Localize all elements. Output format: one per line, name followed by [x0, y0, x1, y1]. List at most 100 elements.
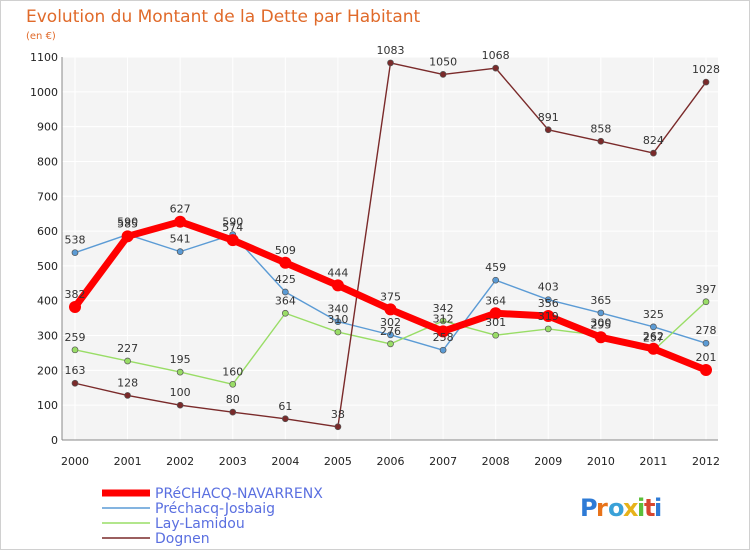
x-tick-label: 2010 — [587, 455, 615, 468]
data-label: 1068 — [482, 49, 510, 62]
y-tick-label: 800 — [37, 155, 58, 168]
data-point — [384, 303, 397, 316]
data-label: 278 — [696, 324, 717, 337]
data-label: 1028 — [692, 63, 720, 76]
data-label: 80 — [226, 393, 240, 406]
data-label: 364 — [275, 294, 296, 307]
data-point — [387, 59, 394, 67]
legend-label: Lay-Lamidou — [155, 516, 245, 532]
data-point — [334, 318, 342, 325]
data-point — [647, 342, 660, 355]
x-tick-label: 2001 — [114, 455, 142, 468]
data-label: 425 — [275, 273, 296, 286]
series-3 — [71, 59, 710, 431]
data-point — [174, 215, 187, 228]
x-tick-label: 2004 — [271, 455, 299, 468]
data-label: 38 — [331, 408, 345, 421]
x-tick-label: 2009 — [534, 455, 562, 468]
data-label: 382 — [65, 288, 86, 301]
data-point — [492, 276, 500, 284]
data-label: 375 — [380, 290, 401, 303]
y-tick-label: 1100 — [30, 51, 58, 64]
data-point — [439, 346, 447, 354]
y-tick-label: 500 — [37, 260, 58, 273]
data-point — [650, 323, 657, 331]
data-label: 319 — [538, 310, 559, 323]
data-point — [334, 423, 342, 431]
data-label: 538 — [65, 234, 86, 247]
logo-letter: r — [596, 494, 608, 522]
data-point — [594, 331, 607, 344]
data-point — [121, 230, 134, 243]
data-label: 227 — [117, 342, 138, 355]
labels-series-1: 538 590 541 590 425 340 302 258 459 403 365 325 278 — [65, 216, 717, 345]
data-point — [229, 408, 237, 416]
logo-letter: i — [654, 494, 662, 522]
data-label: 365 — [590, 294, 611, 307]
x-tick-label: 2002 — [166, 455, 194, 468]
data-label: 858 — [590, 122, 611, 135]
y-tick-label: 1000 — [30, 86, 58, 99]
data-label: 627 — [170, 203, 191, 216]
labels-series-2: 259 227 195 160 364 310 276 342 301 319 300 257 397 — [65, 283, 717, 379]
data-point — [700, 364, 712, 377]
data-point — [226, 234, 239, 247]
data-label: 1083 — [377, 44, 405, 57]
data-label: 585 — [117, 217, 138, 230]
x-tick-label: 2005 — [324, 455, 352, 468]
data-point — [439, 317, 447, 325]
data-label: 262 — [643, 330, 664, 343]
data-label: 195 — [170, 353, 191, 366]
data-label: 891 — [538, 111, 559, 124]
data-point — [492, 64, 500, 72]
legend: PRéCHACQ-NAVARRENXPréchacq-JosbaigLay-La… — [102, 486, 323, 547]
logo-letter: i — [637, 494, 645, 522]
data-label: 340 — [327, 303, 348, 316]
data-label: 302 — [380, 316, 401, 329]
data-label: 128 — [117, 376, 138, 389]
y-tick-label: 400 — [37, 295, 58, 308]
data-point — [597, 137, 605, 145]
logo-letter: x — [623, 494, 639, 522]
data-point — [544, 296, 552, 304]
data-label: 258 — [433, 331, 454, 344]
data-point — [702, 298, 710, 306]
data-label: 824 — [643, 134, 664, 147]
data-label: 201 — [696, 351, 717, 364]
data-label: 541 — [170, 233, 191, 246]
x-tick-label: 2000 — [61, 455, 89, 468]
data-point — [489, 307, 502, 320]
data-label: 459 — [485, 261, 506, 274]
data-point — [331, 279, 344, 292]
data-label: 312 — [433, 312, 454, 325]
data-label: 295 — [590, 318, 611, 331]
y-tick-label: 700 — [37, 190, 58, 203]
data-label: 590 — [117, 216, 138, 229]
x-tick-label: 2007 — [429, 455, 457, 468]
data-point — [597, 309, 605, 317]
data-point — [176, 368, 184, 376]
y-tick-label: 900 — [37, 121, 58, 134]
data-label: 364 — [485, 294, 506, 307]
data-point — [702, 339, 710, 347]
data-label: 356 — [538, 297, 559, 310]
y-tick-label: 600 — [37, 225, 58, 238]
data-label: 163 — [65, 364, 86, 377]
data-point — [439, 71, 447, 78]
data-point — [650, 149, 657, 157]
data-label: 574 — [222, 221, 243, 234]
data-label: 310 — [327, 313, 348, 326]
data-point — [229, 380, 237, 388]
data-point — [334, 328, 342, 336]
data-point — [176, 248, 184, 255]
data-label: 403 — [538, 281, 559, 294]
data-label: 61 — [278, 400, 292, 413]
data-point — [387, 340, 394, 348]
y-tick-label: 100 — [37, 399, 58, 412]
data-point — [124, 392, 131, 399]
data-point — [71, 346, 79, 354]
plot-area: 0 100 200 300 400 500 600 700 800 900 1000 1100 2000… — [30, 44, 720, 468]
data-label: 160 — [222, 365, 243, 378]
